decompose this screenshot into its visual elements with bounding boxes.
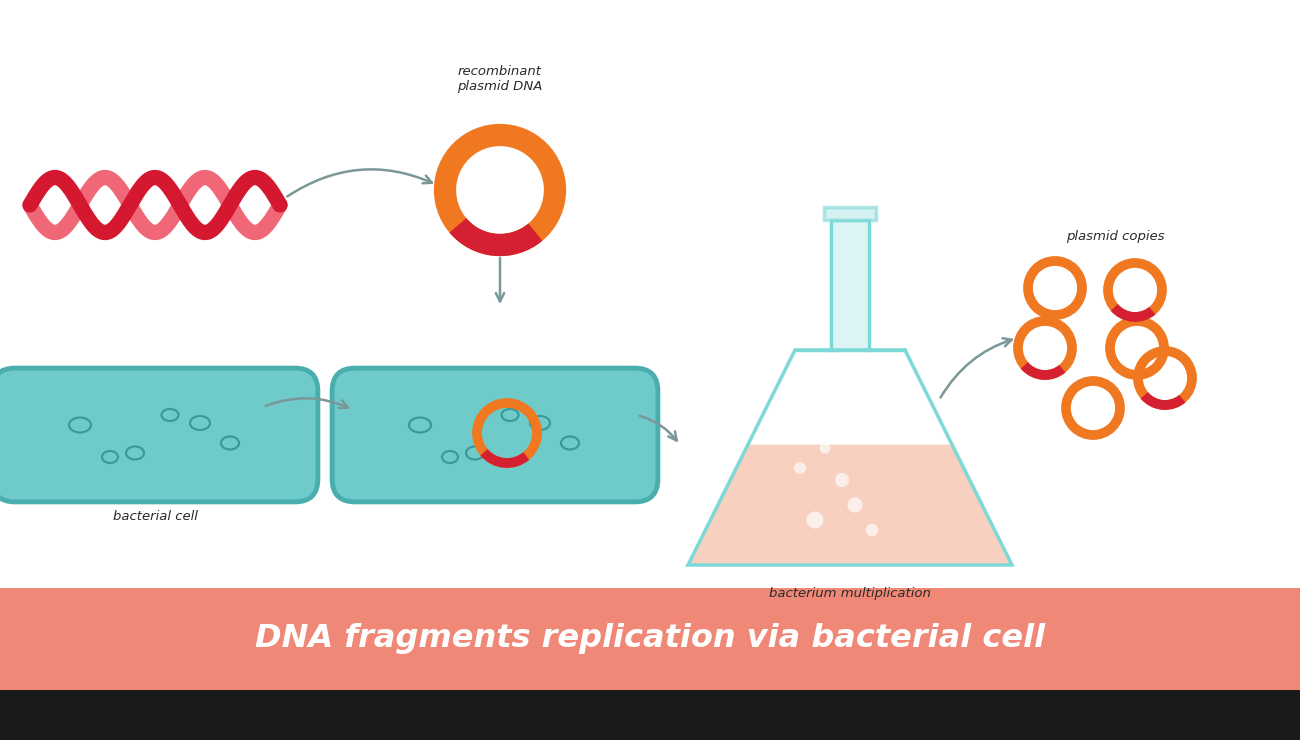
Text: plasmid copies: plasmid copies (1066, 230, 1165, 243)
Circle shape (866, 524, 879, 536)
Text: recombinant
plasmid DNA: recombinant plasmid DNA (458, 65, 542, 93)
FancyBboxPatch shape (332, 368, 658, 502)
Polygon shape (688, 445, 1011, 565)
Text: bacterium multiplication: bacterium multiplication (770, 587, 931, 600)
FancyBboxPatch shape (0, 368, 318, 502)
Text: bacterial cell: bacterial cell (113, 510, 198, 523)
Text: DNA fragments replication via bacterial cell: DNA fragments replication via bacterial … (255, 624, 1045, 654)
Bar (824, 207, 876, 220)
Circle shape (835, 473, 849, 487)
Bar (0, 690, 1300, 740)
Bar (831, 220, 868, 350)
Bar (0, 588, 1300, 690)
Circle shape (794, 462, 806, 474)
Bar (831, 220, 868, 350)
Circle shape (848, 497, 862, 513)
Circle shape (806, 511, 823, 528)
Circle shape (819, 443, 831, 454)
